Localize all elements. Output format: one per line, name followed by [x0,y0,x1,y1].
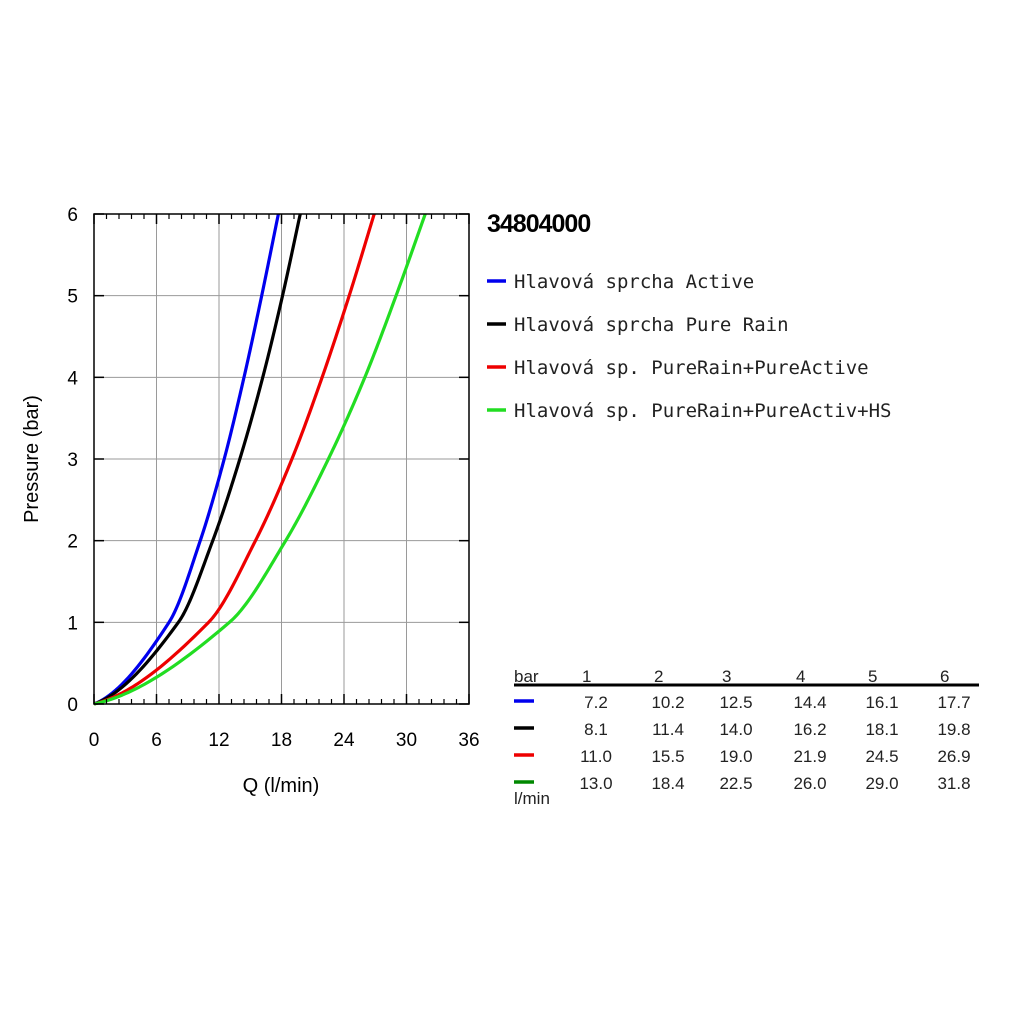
x-tick-label: 24 [333,730,355,751]
table-cell: 14.0 [719,720,752,739]
table-cell: 24.5 [865,747,898,766]
x-tick-label: 36 [458,730,479,751]
table-cell: 19.0 [719,747,752,766]
table-column-header: 3 [722,667,731,686]
table-cell: 26.9 [937,747,970,766]
x-tick-label: 18 [271,730,292,751]
data-curves [93,213,427,706]
flow-table: bar 1 2 3 4 5 6 7.2 10.2 12.5 14.4 16.1 17.7 8.1 11.4 1… [514,667,979,808]
table-cell: 8.1 [584,720,608,739]
table-cell: 21.9 [793,747,826,766]
table-cell: 10.2 [651,693,684,712]
table-cell: 26.0 [793,774,826,793]
table-cell: 19.8 [937,720,970,739]
table-unit-footer: l/min [514,789,550,808]
y-tick-label: 4 [67,368,78,389]
table-cell: 13.0 [579,774,612,793]
series-line [93,213,376,706]
y-tick-label: 5 [67,287,78,308]
table-cell: 22.5 [719,774,752,793]
series-line [93,213,427,706]
x-tick-label: 0 [89,730,100,751]
series-line [93,213,302,706]
grid-lines [94,214,469,704]
legend-label: Hlavová sp. PureRain+PureActive [514,357,869,379]
y-tick-label: 6 [67,205,78,226]
table-cell: 11.0 [580,747,612,766]
table-cell: 17.7 [937,693,970,712]
legend-label: Hlavová sp. PureRain+PureActiv+HS [514,400,892,422]
legend-label: Hlavová sprcha Pure Rain [514,314,789,336]
y-tick-label: 1 [67,613,78,634]
y-axis-title: Pressure (bar) [21,395,43,523]
table-cell: 11.4 [652,720,684,739]
table-column-header: 5 [868,667,877,686]
table-cell: 18.4 [651,774,684,793]
table-cell: 14.4 [793,693,826,712]
table-cell: 18.1 [865,720,898,739]
table-column-header: 4 [796,667,805,686]
x-tick-label: 6 [151,730,162,751]
legend: Hlavová sprcha Active Hlavová sprcha Pure… [487,271,892,422]
y-tick-label: 0 [67,695,78,716]
y-tick-label: 3 [67,450,78,471]
product-code: 34804000 [487,210,590,238]
table-cell: 15.5 [651,747,684,766]
x-tick-label: 12 [208,730,229,751]
table-unit-header: bar [514,667,539,686]
y-tick-label: 2 [67,532,78,553]
x-tick-label: 30 [396,730,417,751]
table-cell: 31.8 [937,774,970,793]
table-column-header: 1 [582,667,591,686]
table-cell: 29.0 [865,774,898,793]
table-column-header: 2 [654,667,663,686]
table-cell: 7.2 [584,693,608,712]
table-cell: 16.2 [793,720,826,739]
axis-ticks [93,213,470,705]
table-cell: 16.1 [865,693,898,712]
table-cell: 12.5 [719,693,752,712]
series-line [93,213,280,706]
table-column-header: 6 [940,667,949,686]
x-axis-title: Q (l/min) [243,775,320,797]
legend-label: Hlavová sprcha Active [514,271,754,293]
